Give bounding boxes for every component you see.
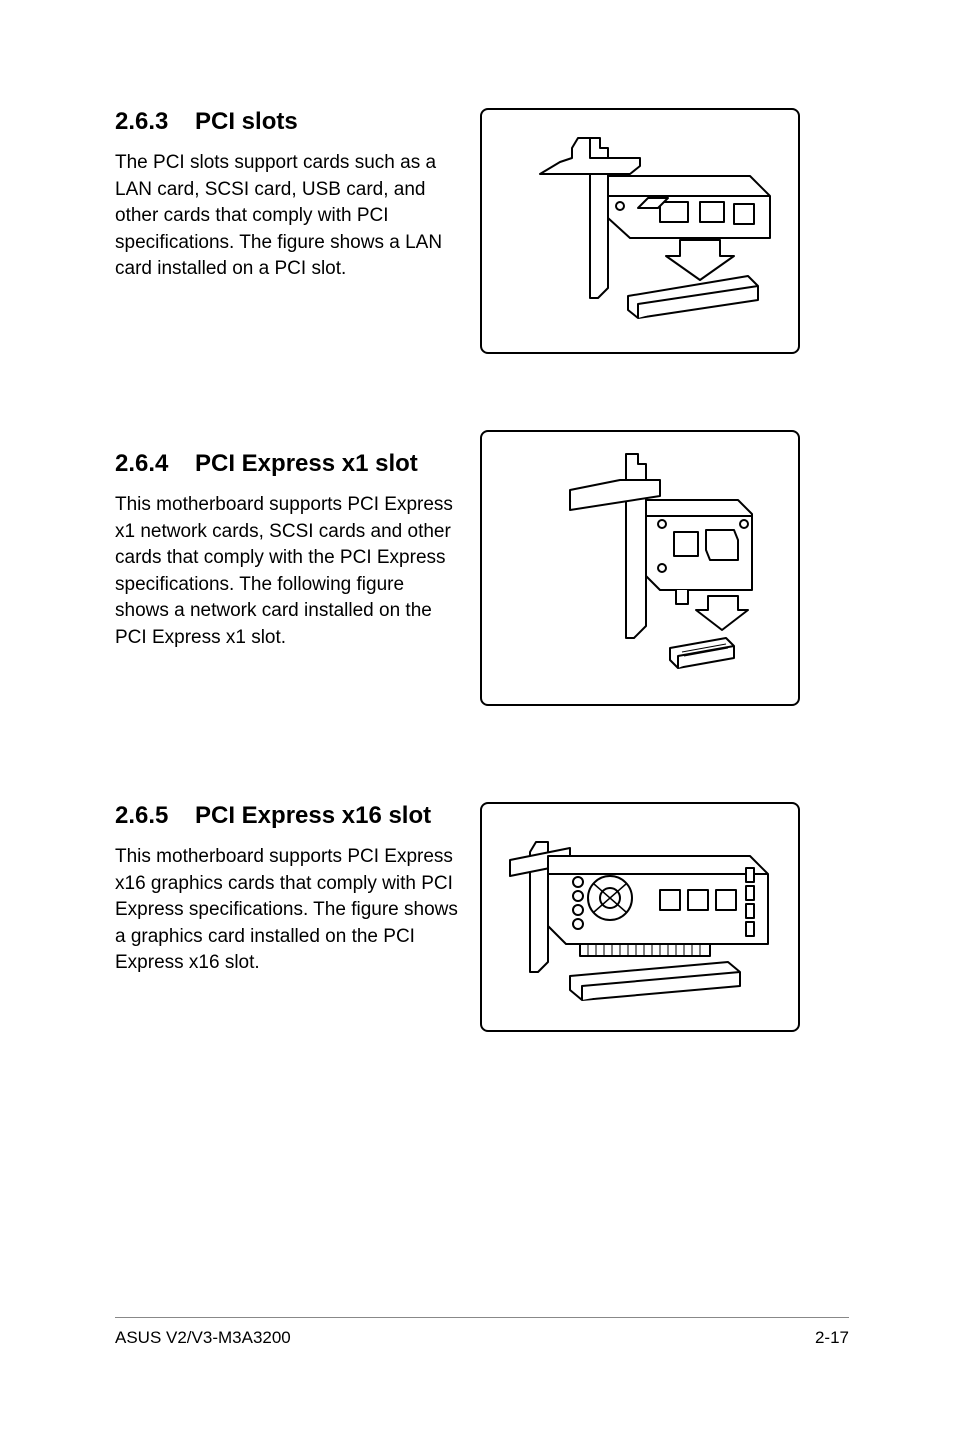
heading-number: 2.6.5 [115,802,195,830]
figure-pcie-x1 [480,430,800,706]
heading-title: PCI slots [195,108,298,136]
pcie-x1-illustration-icon [490,440,790,696]
figure-pcie-x16 [480,802,800,1032]
text-column: 2.6.5 PCI Express x16 slot This motherbo… [115,802,460,1032]
section-pci-slots: 2.6.3 PCI slots The PCI slots support ca… [115,108,849,354]
footer-left: ASUS V2/V3-M3A3200 [115,1328,291,1348]
section-pci-express-x16: 2.6.5 PCI Express x16 slot This motherbo… [115,802,849,1032]
body-text: The PCI slots support cards such as a LA… [115,150,460,283]
pci-card-illustration-icon [490,118,790,344]
heading-title: PCI Express x16 slot [195,802,431,830]
heading-number: 2.6.4 [115,450,195,478]
page: 2.6.3 PCI slots The PCI slots support ca… [0,0,954,1438]
text-column: 2.6.3 PCI slots The PCI slots support ca… [115,108,460,354]
footer-right: 2-17 [815,1328,849,1348]
heading-title: PCI Express x1 slot [195,450,418,478]
section-pci-express-x1: 2.6.4 PCI Express x1 slot This motherboa… [115,450,849,706]
pcie-x16-illustration-icon [490,812,790,1022]
heading-264: 2.6.4 PCI Express x1 slot [115,450,460,478]
figure-column [480,450,800,706]
text-column: 2.6.4 PCI Express x1 slot This motherboa… [115,450,460,706]
figure-column [480,108,800,354]
body-text: This motherboard supports PCI Express x1… [115,844,460,977]
figure-column [480,802,800,1032]
heading-265: 2.6.5 PCI Express x16 slot [115,802,460,830]
heading-263: 2.6.3 PCI slots [115,108,460,136]
footer: ASUS V2/V3-M3A3200 2-17 [115,1317,849,1348]
figure-pci-slot [480,108,800,354]
body-text: This motherboard supports PCI Express x1… [115,492,460,652]
heading-number: 2.6.3 [115,108,195,136]
